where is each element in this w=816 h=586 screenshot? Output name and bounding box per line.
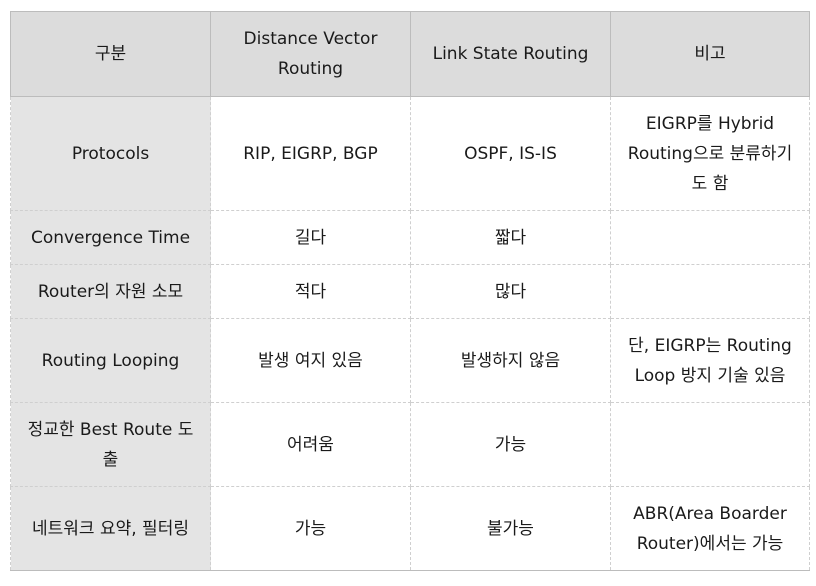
row-label: Routing Looping <box>10 318 211 403</box>
header-link-state: Link State Routing <box>410 11 611 97</box>
cell-link-state: 가능 <box>410 402 611 487</box>
table-header: 구분 Distance Vector Routing Link State Ro… <box>10 11 810 97</box>
cell-remarks: EIGRP를 Hybrid Routing으로 분류하기도 함 <box>610 96 810 211</box>
cell-link-state: 많다 <box>410 264 611 319</box>
cell-remarks: 단, EIGRP는 Routing Loop 방지 기술 있음 <box>610 318 810 403</box>
cell-link-state: OSPF, IS-IS <box>410 96 611 211</box>
row-label: 정교한 Best Route 도출 <box>10 402 211 487</box>
table-row: Router의 자원 소모 적다 많다 <box>10 264 810 319</box>
cell-link-state: 발생하지 않음 <box>410 318 611 403</box>
cell-remarks: ABR(Area Boarder Router)에서는 가능 <box>610 486 810 571</box>
cell-link-state: 불가능 <box>410 486 611 571</box>
row-label: Convergence Time <box>10 210 211 265</box>
cell-distance-vector: RIP, EIGRP, BGP <box>210 96 411 211</box>
table-row: Convergence Time 길다 짧다 <box>10 210 810 265</box>
row-label: 네트워크 요약, 필터링 <box>10 486 211 571</box>
header-remarks: 비고 <box>610 11 810 97</box>
header-row: 구분 Distance Vector Routing Link State Ro… <box>10 11 810 97</box>
table-row: 네트워크 요약, 필터링 가능 불가능 ABR(Area Boarder Rou… <box>10 486 810 571</box>
cell-remarks <box>610 264 810 319</box>
cell-remarks <box>610 402 810 487</box>
cell-distance-vector: 어려움 <box>210 402 411 487</box>
cell-remarks <box>610 210 810 265</box>
cell-distance-vector: 가능 <box>210 486 411 571</box>
table-body: Protocols RIP, EIGRP, BGP OSPF, IS-IS EI… <box>10 96 810 571</box>
cell-distance-vector: 길다 <box>210 210 411 265</box>
row-label: Protocols <box>10 96 211 211</box>
header-category: 구분 <box>10 11 211 97</box>
routing-comparison-table: 구분 Distance Vector Routing Link State Ro… <box>10 11 810 571</box>
table-row: Routing Looping 발생 여지 있음 발생하지 않음 단, EIGR… <box>10 318 810 403</box>
row-label: Router의 자원 소모 <box>10 264 211 319</box>
cell-distance-vector: 적다 <box>210 264 411 319</box>
cell-distance-vector: 발생 여지 있음 <box>210 318 411 403</box>
header-distance-vector: Distance Vector Routing <box>210 11 411 97</box>
cell-link-state: 짧다 <box>410 210 611 265</box>
table-row: 정교한 Best Route 도출 어려움 가능 <box>10 402 810 487</box>
table-row: Protocols RIP, EIGRP, BGP OSPF, IS-IS EI… <box>10 96 810 211</box>
